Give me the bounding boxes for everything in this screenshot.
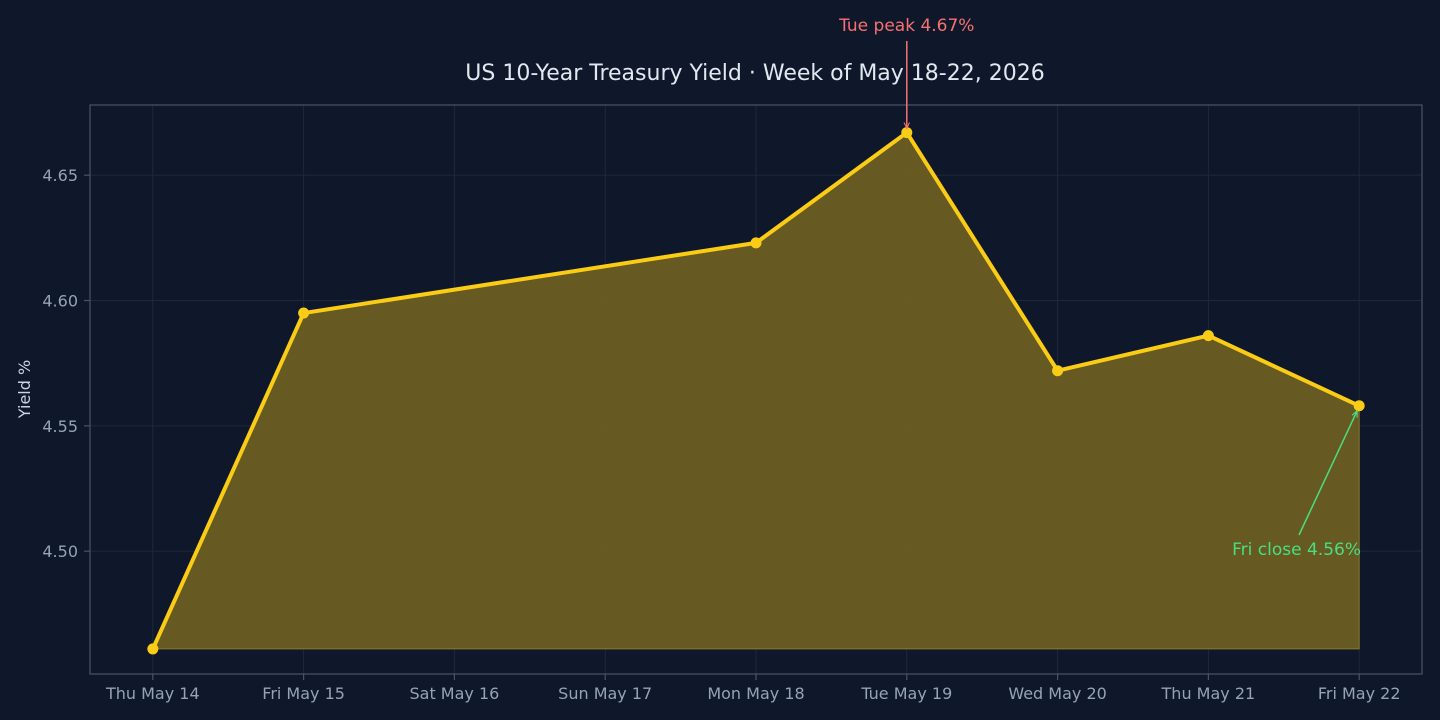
- x-tick-label: Sat May 16: [409, 684, 499, 703]
- chart-title: US 10-Year Treasury Yield · Week of May …: [465, 61, 1044, 86]
- x-tick-label: Wed May 20: [1008, 684, 1107, 703]
- data-point: [147, 643, 159, 655]
- y-axis-ticks: 4.50 4.55 4.60 4.65: [42, 166, 90, 561]
- close-annotation: Fri close 4.56%: [1232, 540, 1361, 560]
- point-layer: [147, 127, 1365, 655]
- y-axis-label: Yield %: [15, 360, 34, 419]
- x-tick-label: Fri May 22: [1318, 684, 1401, 703]
- data-point: [1052, 365, 1064, 377]
- x-axis-ticks: Thu May 14 Fri May 15 Sat May 16 Sun May 17…: [105, 674, 1401, 703]
- y-tick-label: 4.65: [42, 166, 78, 185]
- x-tick-label: Thu May 21: [1161, 684, 1256, 703]
- x-tick-label: Thu May 14: [105, 684, 200, 703]
- x-tick-label: Fri May 15: [262, 684, 345, 703]
- data-point: [901, 127, 913, 139]
- close-arrow: [1298, 411, 1358, 536]
- data-point: [750, 237, 762, 249]
- y-tick-label: 4.50: [42, 542, 78, 561]
- annotation-layer: Tue peak 4.67% Fri close 4.56%: [838, 16, 1361, 560]
- x-tick-label: Sun May 17: [558, 684, 652, 703]
- data-point: [298, 307, 310, 319]
- data-point: [1202, 330, 1214, 342]
- data-point: [1353, 400, 1365, 412]
- peak-annotation: Tue peak 4.67%: [838, 16, 974, 36]
- y-tick-label: 4.55: [42, 417, 78, 436]
- x-tick-label: Tue May 19: [860, 684, 952, 703]
- y-tick-label: 4.60: [42, 292, 78, 311]
- x-tick-label: Mon May 18: [707, 684, 804, 703]
